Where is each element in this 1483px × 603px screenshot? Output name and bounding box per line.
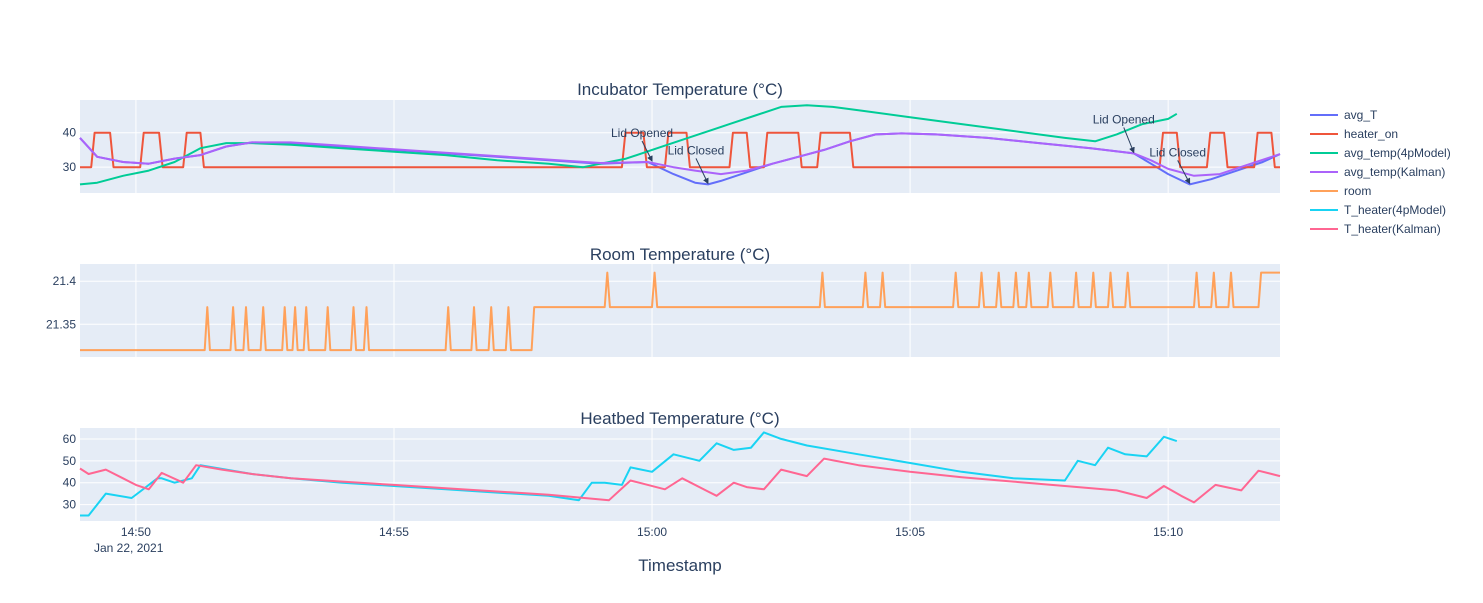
x-tick-label: 15:00 — [637, 525, 667, 539]
annotation-label: Lid Opened — [611, 126, 673, 140]
y-tick-label: 50 — [63, 454, 77, 468]
annotation-arrow — [1177, 160, 1191, 185]
x-axis-title: Timestamp — [638, 556, 721, 575]
legend-item-avg-temp-4pmodel[interactable]: avg_temp(4pModel) — [1310, 146, 1451, 160]
y-tick-label: 60 — [63, 432, 77, 446]
x-tick-label: 14:50 — [121, 525, 151, 539]
incubator-title: Incubator Temperature (°C) — [577, 80, 783, 99]
y-tick-label: 40 — [63, 126, 77, 140]
series-line-heater-on — [80, 131, 1280, 169]
room-grid — [80, 264, 1280, 357]
y-tick-label: 21.4 — [53, 274, 77, 288]
incubator-panel: Incubator Temperature (°C) 30 40 Lid Open… — [63, 80, 1281, 193]
legend-label: avg_temp(Kalman) — [1344, 165, 1445, 179]
annotation-arrow — [695, 158, 709, 185]
heatbed-title: Heatbed Temperature (°C) — [580, 409, 779, 428]
annotation-label: Lid Opened — [1093, 112, 1155, 126]
annotation-label: Lid Closed — [668, 143, 725, 157]
heatbed-plot-area — [80, 428, 1280, 521]
y-tick-label: 30 — [63, 160, 77, 174]
y-tick-label: 40 — [63, 476, 77, 490]
annotation-arrow — [1123, 127, 1135, 154]
legend-item-avg-temp-kalman[interactable]: avg_temp(Kalman) — [1310, 165, 1445, 179]
room-panel: Room Temperature (°C) 21.35 21.4 — [46, 245, 1280, 357]
legend-item-t-heater-kalman[interactable]: T_heater(Kalman) — [1310, 222, 1441, 236]
incubator-traces — [79, 104, 1281, 186]
legend-label: avg_T — [1344, 108, 1378, 122]
series-line-avg-temp-4pmodel — [79, 104, 1178, 186]
room-plot-area — [80, 264, 1280, 357]
legend-label: T_heater(Kalman) — [1344, 222, 1441, 236]
room-title: Room Temperature (°C) — [590, 245, 770, 264]
y-tick-label: 21.35 — [46, 317, 76, 331]
legend[interactable]: avg_T heater_on avg_temp(4pModel) avg_temp(… — [1310, 108, 1451, 236]
x-axis-ticks: 14:50 14:55 15:00 15:05 15:10 — [121, 525, 1184, 539]
heatbed-traces — [79, 431, 1281, 517]
legend-item-t-heater-4pmodel[interactable]: T_heater(4pModel) — [1310, 203, 1446, 217]
series-line-t-heater-4pmodel — [80, 431, 1178, 517]
legend-label: avg_temp(4pModel) — [1344, 146, 1451, 160]
room-traces — [80, 271, 1280, 352]
room-y-ticks: 21.35 21.4 — [46, 274, 76, 331]
heatbed-y-ticks: 30 40 50 60 — [63, 432, 77, 512]
legend-label: heater_on — [1344, 127, 1398, 141]
legend-item-heater-on[interactable]: heater_on — [1310, 127, 1398, 141]
x-tick-date: Jan 22, 2021 — [94, 541, 164, 555]
legend-label: room — [1344, 184, 1371, 198]
series-line-room — [80, 271, 1280, 352]
annotation-arrow — [641, 140, 653, 162]
annotation-label: Lid Closed — [1149, 145, 1206, 159]
legend-item-avg-t[interactable]: avg_T — [1310, 108, 1378, 122]
heatbed-panel: Heatbed Temperature (°C) 30 40 50 60 — [63, 409, 1281, 521]
legend-item-room[interactable]: room — [1310, 184, 1371, 198]
series-line-avg-temp-kalman — [79, 132, 1281, 177]
series-line-t-heater-kalman — [79, 457, 1281, 504]
x-tick-label: 15:10 — [1153, 525, 1183, 539]
legend-label: T_heater(4pModel) — [1344, 203, 1446, 217]
incubator-annotations: Lid Opened Lid Closed Lid Opened Lid Closed — [611, 112, 1206, 185]
x-tick-label: 15:05 — [895, 525, 925, 539]
incubator-y-ticks: 30 40 — [63, 126, 77, 174]
x-tick-label: 14:55 — [379, 525, 409, 539]
y-tick-label: 30 — [63, 498, 77, 512]
